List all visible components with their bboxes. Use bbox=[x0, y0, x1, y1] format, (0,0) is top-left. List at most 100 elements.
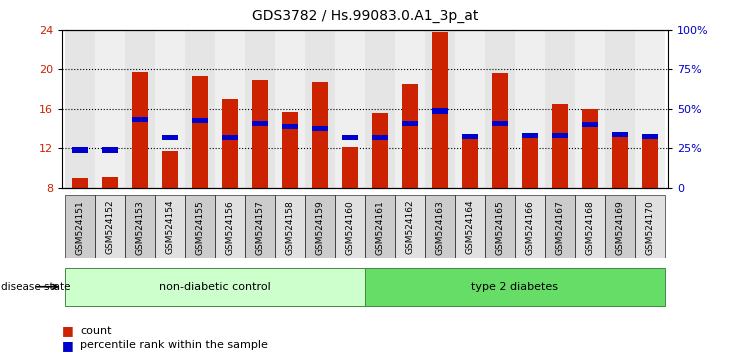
Bar bbox=[605, 195, 635, 258]
Text: GSM524154: GSM524154 bbox=[166, 200, 174, 255]
Bar bbox=[95, 195, 125, 258]
Bar bbox=[335, 30, 365, 188]
Bar bbox=[365, 195, 395, 258]
Bar bbox=[455, 195, 485, 258]
Text: GSM524163: GSM524163 bbox=[436, 200, 445, 255]
Bar bbox=[402, 121, 418, 126]
Text: GSM524169: GSM524169 bbox=[615, 200, 624, 255]
Bar bbox=[642, 134, 658, 139]
Bar bbox=[605, 30, 635, 188]
Bar bbox=[132, 73, 148, 188]
Bar bbox=[342, 135, 358, 140]
Bar bbox=[545, 195, 575, 258]
Bar bbox=[431, 32, 448, 188]
Text: disease state: disease state bbox=[1, 282, 70, 292]
Bar bbox=[155, 195, 185, 258]
Bar bbox=[222, 135, 238, 140]
Bar bbox=[492, 121, 508, 126]
Text: GSM524153: GSM524153 bbox=[136, 200, 145, 255]
Bar bbox=[402, 84, 418, 188]
Text: GSM524165: GSM524165 bbox=[496, 200, 504, 255]
Bar bbox=[522, 133, 538, 138]
Text: GSM524167: GSM524167 bbox=[556, 200, 564, 255]
Text: GSM524159: GSM524159 bbox=[315, 200, 325, 255]
Text: GSM524157: GSM524157 bbox=[255, 200, 264, 255]
Text: GSM524168: GSM524168 bbox=[585, 200, 594, 255]
Bar bbox=[312, 126, 328, 131]
Bar bbox=[515, 195, 545, 258]
Bar bbox=[582, 109, 598, 188]
Bar bbox=[155, 30, 185, 188]
Bar bbox=[275, 30, 305, 188]
Bar bbox=[462, 134, 478, 139]
Bar bbox=[425, 195, 455, 258]
Bar bbox=[95, 30, 125, 188]
Text: GSM524162: GSM524162 bbox=[405, 200, 415, 255]
Bar bbox=[192, 76, 208, 188]
Text: GSM524166: GSM524166 bbox=[526, 200, 534, 255]
Text: GSM524164: GSM524164 bbox=[466, 200, 474, 255]
Bar bbox=[72, 178, 88, 188]
Text: GSM524158: GSM524158 bbox=[285, 200, 294, 255]
Text: non-diabetic control: non-diabetic control bbox=[159, 282, 271, 292]
Bar bbox=[642, 136, 658, 188]
Bar bbox=[365, 268, 665, 306]
Bar bbox=[582, 122, 598, 127]
Bar bbox=[312, 82, 328, 188]
Bar bbox=[395, 30, 425, 188]
Bar bbox=[515, 30, 545, 188]
Bar bbox=[125, 30, 155, 188]
Bar bbox=[425, 30, 455, 188]
Bar bbox=[162, 151, 178, 188]
Bar bbox=[185, 195, 215, 258]
Bar bbox=[101, 177, 118, 188]
Bar bbox=[485, 195, 515, 258]
Bar bbox=[185, 30, 215, 188]
Bar bbox=[72, 148, 88, 153]
Text: ■: ■ bbox=[62, 325, 74, 337]
Bar bbox=[101, 148, 118, 153]
Bar bbox=[455, 30, 485, 188]
Text: GSM524155: GSM524155 bbox=[196, 200, 204, 255]
Bar bbox=[305, 195, 335, 258]
Bar bbox=[545, 30, 575, 188]
Bar bbox=[252, 80, 268, 188]
Text: ■: ■ bbox=[62, 339, 74, 352]
Bar bbox=[65, 268, 365, 306]
Bar bbox=[342, 147, 358, 188]
Bar bbox=[282, 124, 299, 129]
Bar bbox=[245, 195, 275, 258]
Bar bbox=[192, 118, 208, 124]
Bar bbox=[552, 133, 568, 138]
Text: GDS3782 / Hs.99083.0.A1_3p_at: GDS3782 / Hs.99083.0.A1_3p_at bbox=[252, 9, 478, 23]
Bar bbox=[575, 30, 605, 188]
Text: percentile rank within the sample: percentile rank within the sample bbox=[80, 340, 268, 350]
Text: count: count bbox=[80, 326, 112, 336]
Text: GSM524170: GSM524170 bbox=[645, 200, 655, 255]
Bar bbox=[125, 195, 155, 258]
Bar bbox=[252, 121, 268, 126]
Text: type 2 diabetes: type 2 diabetes bbox=[472, 282, 558, 292]
Text: GSM524161: GSM524161 bbox=[375, 200, 385, 255]
Bar bbox=[575, 195, 605, 258]
Bar bbox=[372, 113, 388, 188]
Bar bbox=[275, 195, 305, 258]
Bar bbox=[365, 30, 395, 188]
Bar bbox=[522, 136, 538, 188]
Text: GSM524151: GSM524151 bbox=[75, 200, 85, 255]
Bar bbox=[222, 99, 238, 188]
Bar bbox=[372, 135, 388, 140]
Text: GSM524152: GSM524152 bbox=[106, 200, 115, 255]
Bar bbox=[485, 30, 515, 188]
Bar bbox=[635, 195, 665, 258]
Bar bbox=[431, 108, 448, 114]
Bar bbox=[612, 136, 629, 188]
Text: GSM524156: GSM524156 bbox=[226, 200, 234, 255]
Bar bbox=[335, 195, 365, 258]
Bar bbox=[305, 30, 335, 188]
Bar bbox=[635, 30, 665, 188]
Bar bbox=[65, 30, 95, 188]
Bar bbox=[162, 135, 178, 140]
Bar bbox=[282, 112, 299, 188]
Bar bbox=[245, 30, 275, 188]
